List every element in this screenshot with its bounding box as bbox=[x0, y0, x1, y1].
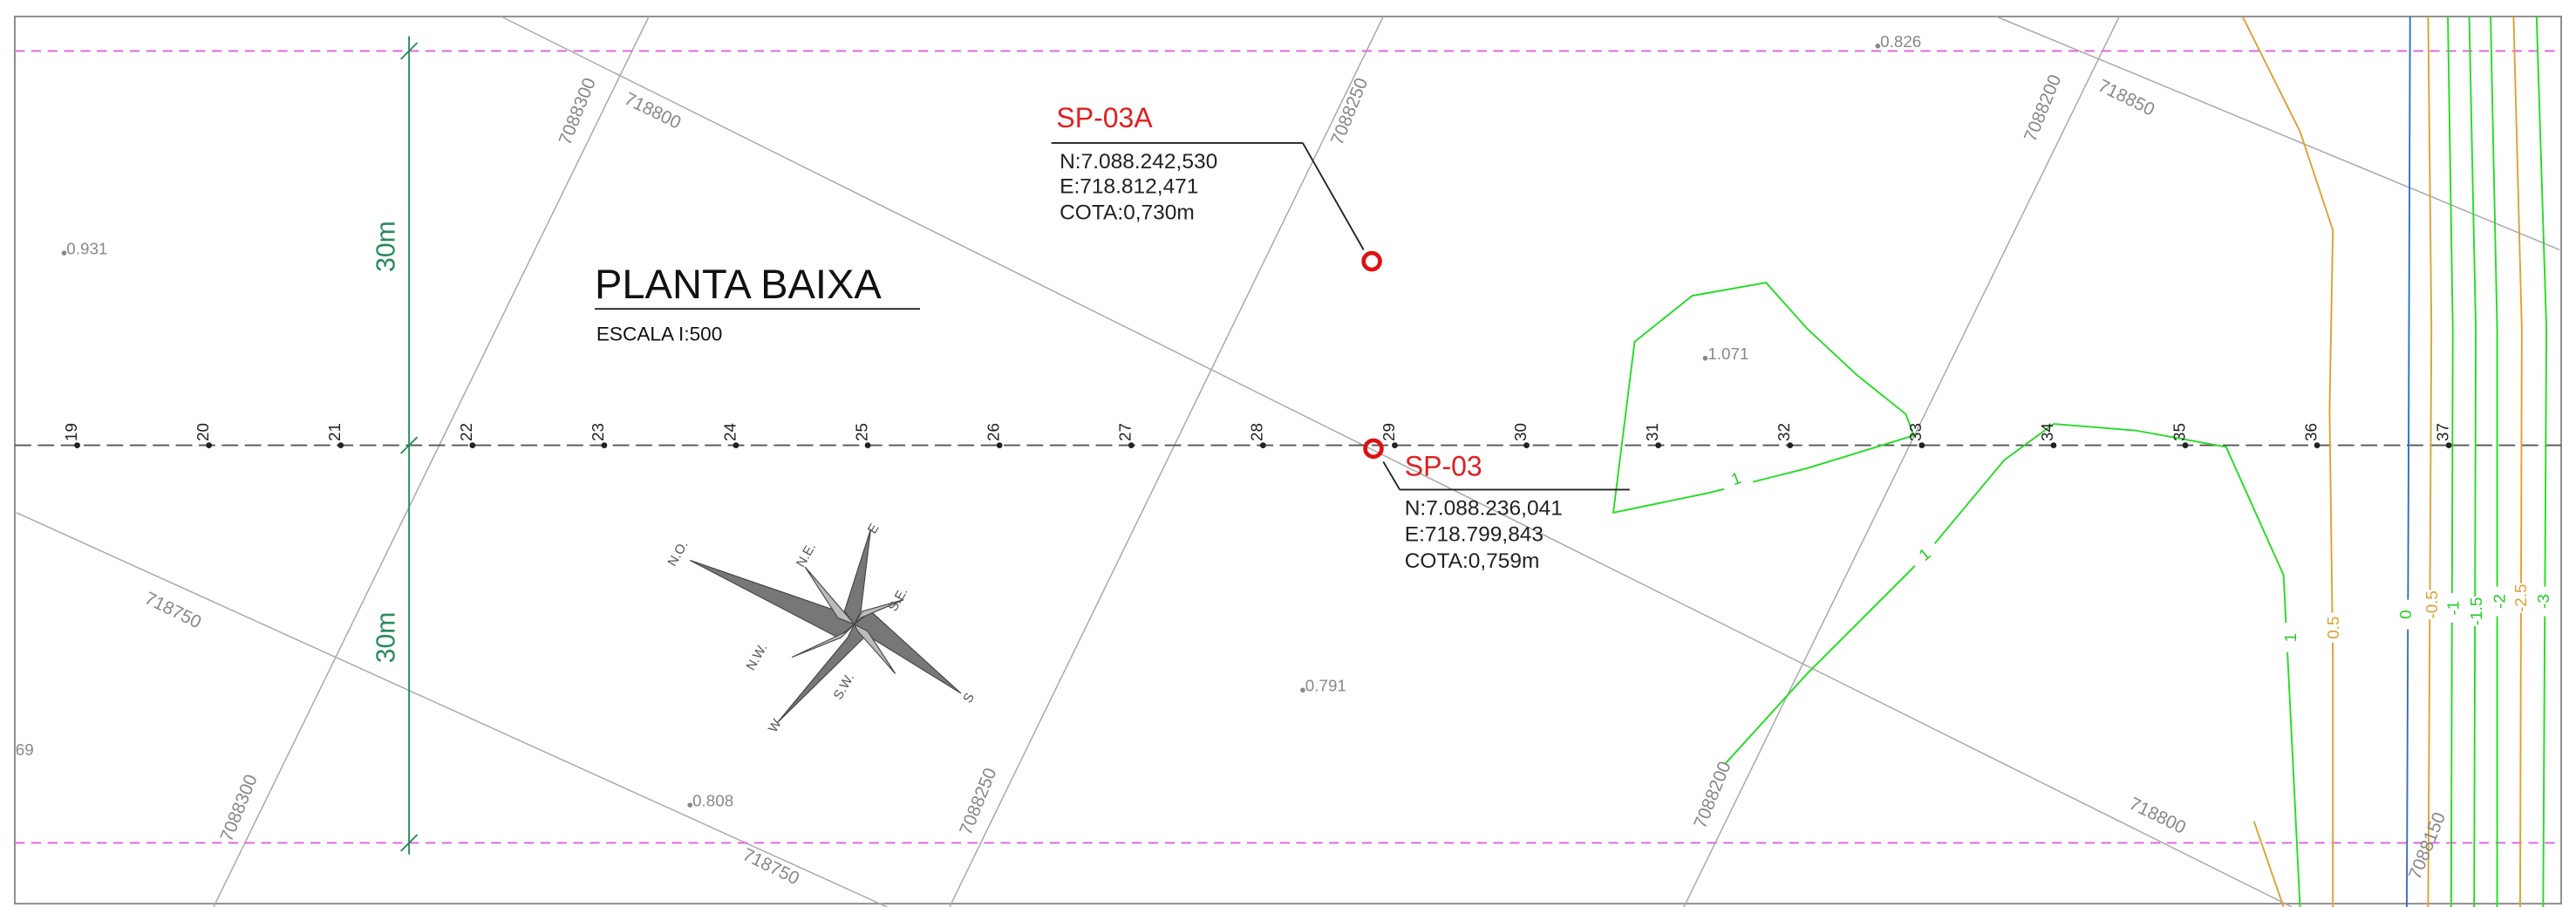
limit-lines bbox=[14, 50, 2562, 844]
station-label: 23 bbox=[589, 423, 607, 441]
spot-mark bbox=[61, 250, 67, 256]
spot-elevation: 1.071 bbox=[1707, 344, 1748, 363]
contour-label-bg bbox=[2424, 590, 2442, 620]
station-label: 24 bbox=[720, 423, 739, 441]
station-label: 25 bbox=[852, 423, 870, 441]
station-mark bbox=[1392, 442, 1398, 448]
point-elevation: COTA:0,730m bbox=[1060, 201, 1195, 224]
station-label: 31 bbox=[1643, 423, 1661, 441]
station-label: 36 bbox=[2301, 423, 2320, 441]
contour-label: -3 bbox=[2534, 594, 2552, 609]
contour-label-bg bbox=[2283, 623, 2300, 652]
point-elevation: COTA:0,759m bbox=[1405, 549, 1540, 573]
point-name: SP-03 bbox=[1405, 450, 1482, 481]
station-label: 27 bbox=[1116, 423, 1135, 441]
point-north: N:7.088.242,530 bbox=[1060, 150, 1217, 174]
contour-label-bg bbox=[2398, 599, 2416, 630]
station-mark bbox=[2182, 442, 2189, 448]
spot-elevation: 0.791 bbox=[1305, 676, 1346, 694]
station-label: 22 bbox=[457, 423, 475, 441]
spot-mark bbox=[687, 802, 693, 808]
contour-label: -2.5 bbox=[2511, 584, 2530, 612]
station-mark bbox=[864, 442, 871, 448]
station-label: 19 bbox=[62, 423, 80, 441]
contour-label-bg bbox=[2513, 583, 2531, 613]
contour-label: -2 bbox=[2490, 594, 2508, 609]
sp-03a-leader bbox=[1051, 141, 1382, 272]
contour-label-bg bbox=[2469, 596, 2486, 626]
station-mark bbox=[74, 442, 80, 448]
station-mark bbox=[1128, 442, 1135, 448]
station-mark bbox=[337, 442, 344, 448]
contour-label: 1 bbox=[2281, 633, 2300, 642]
station-mark bbox=[733, 442, 739, 448]
dimension bbox=[400, 36, 419, 855]
station-mark bbox=[2445, 442, 2452, 448]
station-mark bbox=[1787, 442, 1794, 448]
contour-label: 0 bbox=[2396, 610, 2415, 618]
station-mark bbox=[1523, 442, 1530, 448]
station-mark bbox=[996, 442, 1003, 448]
contour-label: 0.5 bbox=[2324, 617, 2342, 639]
station-label: 26 bbox=[984, 423, 1002, 441]
contour-label-bg bbox=[2491, 586, 2509, 617]
contour-label-bg bbox=[1908, 539, 1943, 571]
border bbox=[14, 15, 2562, 905]
sp-03-leader bbox=[1363, 438, 1630, 491]
contour-label-bg bbox=[2326, 612, 2343, 643]
spot-elevation: 0.826 bbox=[1880, 32, 1921, 51]
point-east: E:718.799,843 bbox=[1405, 523, 1544, 547]
point-north: N:7.088.236,041 bbox=[1405, 497, 1563, 521]
title: PLANTA BAIXA bbox=[595, 261, 882, 307]
station-label: 30 bbox=[1511, 423, 1530, 441]
station-label: 28 bbox=[1248, 423, 1266, 441]
contour-label-bg bbox=[2536, 586, 2553, 617]
station-mark bbox=[206, 442, 213, 448]
station-label: 20 bbox=[194, 423, 212, 441]
dimension-label: 30m bbox=[372, 612, 401, 664]
dimension-label: 30m bbox=[372, 221, 401, 272]
station-mark bbox=[1918, 442, 1925, 448]
spot-mark bbox=[1702, 355, 1708, 361]
station-label: 34 bbox=[2038, 423, 2056, 441]
spot-mark bbox=[1875, 43, 1881, 49]
contour-label-bg bbox=[2446, 593, 2464, 624]
station-label: 21 bbox=[325, 423, 344, 441]
scale: ESCALA I:500 bbox=[596, 323, 722, 344]
station-label: 33 bbox=[1906, 423, 1925, 441]
contour-label: -1.5 bbox=[2467, 597, 2485, 625]
station-label: 32 bbox=[1775, 423, 1793, 441]
station-mark bbox=[601, 442, 608, 448]
contour-label: -1 bbox=[2444, 601, 2463, 616]
compass-label: W bbox=[766, 716, 785, 734]
point-name: SP-03A bbox=[1056, 102, 1153, 133]
station-label: 37 bbox=[2434, 423, 2452, 441]
station-mark bbox=[469, 442, 476, 448]
spot-elevation: 0.931 bbox=[66, 239, 107, 257]
spot-elevation: 69 bbox=[16, 740, 34, 759]
station-mark bbox=[1259, 442, 1266, 448]
contour-label-bg bbox=[1720, 467, 1754, 493]
station-mark bbox=[1655, 442, 1662, 448]
grid-lines bbox=[16, 16, 2560, 907]
compass-rose bbox=[689, 529, 962, 724]
station-mark bbox=[2050, 442, 2057, 448]
station-label: 29 bbox=[1380, 423, 1398, 441]
spot-elevation: 0.808 bbox=[692, 791, 733, 809]
spot-mark bbox=[1300, 687, 1305, 693]
point-east: E:718.812,471 bbox=[1060, 174, 1198, 198]
station-label: 35 bbox=[2170, 423, 2188, 441]
station-mark bbox=[2314, 442, 2320, 448]
contour-label: -0.5 bbox=[2423, 590, 2441, 618]
contours bbox=[1612, 16, 2548, 907]
